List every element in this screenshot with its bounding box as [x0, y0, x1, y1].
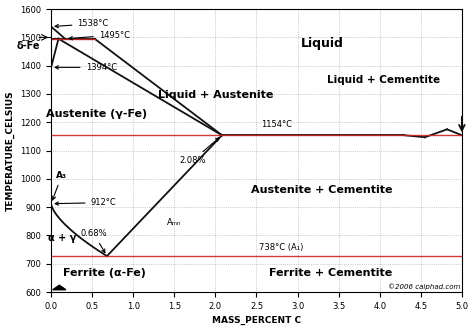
Y-axis label: TEMPERATURE_CELSIUS: TEMPERATURE_CELSIUS [6, 90, 15, 211]
Text: 738°C (A₁): 738°C (A₁) [259, 243, 303, 252]
Text: 0.68%: 0.68% [81, 229, 107, 253]
Text: δ-Fe: δ-Fe [16, 41, 40, 51]
Text: α + γ: α + γ [47, 233, 76, 243]
Text: Ferrite + Cementite: Ferrite + Cementite [269, 268, 392, 278]
Text: Liquid + Cementite: Liquid + Cementite [327, 75, 440, 85]
Text: ©2006 calphad.com: ©2006 calphad.com [388, 284, 460, 290]
Text: Liquid: Liquid [301, 36, 344, 50]
Text: Austenite + Cementite: Austenite + Cementite [252, 185, 393, 195]
Text: Austenite (γ-Fe): Austenite (γ-Fe) [46, 109, 147, 119]
Text: 1154°C: 1154°C [261, 120, 292, 129]
Text: 1394°C: 1394°C [55, 63, 117, 72]
Polygon shape [53, 285, 66, 290]
Text: 1495°C: 1495°C [69, 30, 130, 40]
Text: 2.08%: 2.08% [179, 138, 219, 165]
Text: 1538°C: 1538°C [55, 19, 109, 28]
Text: Ferrite (α-Fe): Ferrite (α-Fe) [63, 268, 146, 278]
Text: Aₘₙ: Aₘₙ [167, 218, 182, 227]
Text: A₃: A₃ [52, 171, 67, 200]
X-axis label: MASS_PERCENT C: MASS_PERCENT C [212, 316, 301, 325]
Text: 912°C: 912°C [55, 198, 116, 207]
Text: Liquid + Austenite: Liquid + Austenite [158, 90, 273, 100]
